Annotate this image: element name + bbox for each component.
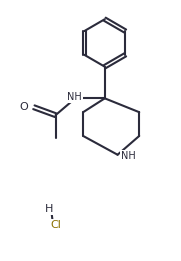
Text: NH: NH — [67, 92, 82, 102]
Text: NH: NH — [121, 151, 135, 161]
Text: H: H — [45, 204, 53, 214]
Text: O: O — [19, 102, 28, 112]
Text: Cl: Cl — [50, 220, 61, 230]
